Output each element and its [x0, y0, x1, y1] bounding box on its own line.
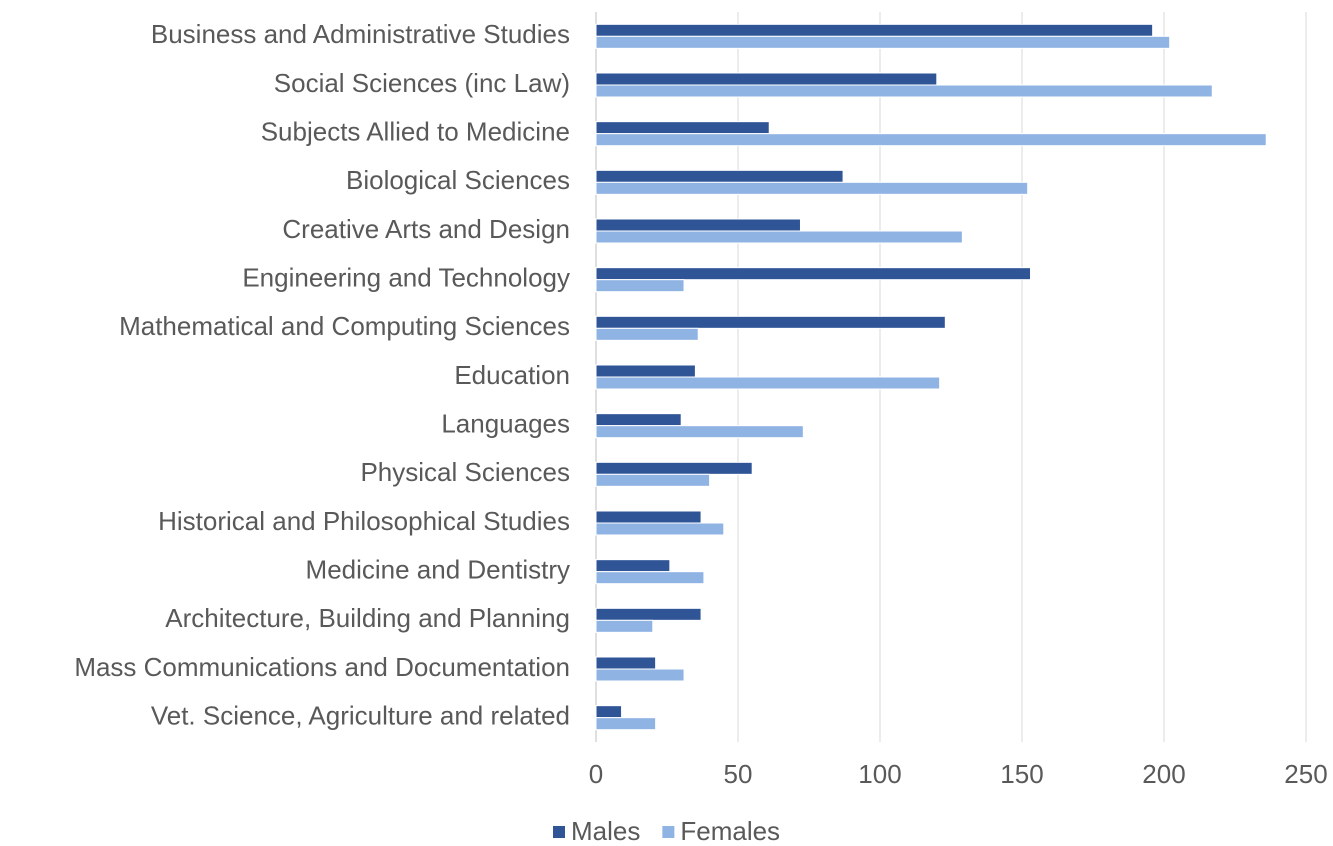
- y-tick-label: Mass Communications and Documentation: [74, 652, 570, 682]
- legend-label: Males: [571, 816, 640, 846]
- bar: [595, 279, 685, 293]
- bar: [595, 169, 844, 183]
- bar: [595, 35, 1171, 49]
- x-tick-label: 150: [1000, 759, 1043, 789]
- bar: [595, 473, 711, 487]
- bar: [595, 376, 941, 390]
- x-tick-label: 200: [1142, 759, 1185, 789]
- bar: [595, 218, 801, 232]
- bar: [595, 23, 1154, 37]
- y-tick-label: Subjects Allied to Medicine: [261, 117, 570, 147]
- bar: [595, 425, 804, 439]
- bar: [595, 84, 1213, 98]
- y-tick-label: Creative Arts and Design: [282, 214, 570, 244]
- bar: [595, 668, 685, 682]
- x-tick-label: 0: [589, 759, 603, 789]
- bar: [595, 267, 1032, 281]
- bar: [595, 510, 702, 524]
- bar: [595, 656, 657, 670]
- bar: [595, 522, 725, 536]
- bar: [595, 717, 657, 731]
- bar: [595, 364, 696, 378]
- bar: [595, 559, 671, 573]
- y-tick-label: Biological Sciences: [346, 165, 570, 195]
- bar: [595, 705, 623, 719]
- y-tick-label: Education: [454, 360, 570, 390]
- x-tick-label: 100: [858, 759, 901, 789]
- y-tick-label: Social Sciences (inc Law): [274, 68, 570, 98]
- bar: [595, 72, 938, 86]
- bar: [595, 461, 753, 475]
- legend-swatch: [553, 826, 565, 838]
- y-tick-label: Languages: [441, 409, 570, 439]
- x-tick-label: 50: [724, 759, 753, 789]
- y-tick-label: Engineering and Technology: [242, 263, 570, 293]
- bar: [595, 315, 946, 329]
- legend-label: Females: [680, 816, 780, 846]
- bar: [595, 133, 1267, 147]
- bar: [595, 181, 1029, 195]
- bar: [595, 121, 770, 135]
- y-tick-label: Business and Administrative Studies: [151, 19, 570, 49]
- y-tick-label: Medicine and Dentistry: [306, 555, 570, 585]
- y-tick-label: Architecture, Building and Planning: [165, 603, 570, 633]
- y-tick-label: Mathematical and Computing Sciences: [119, 311, 570, 341]
- y-tick-label: Vet. Science, Agriculture and related: [151, 701, 570, 731]
- bar: [595, 413, 682, 427]
- bar: [595, 571, 705, 585]
- y-tick-label: Physical Sciences: [360, 457, 570, 487]
- x-tick-label: 250: [1284, 759, 1327, 789]
- y-tick-label: Historical and Philosophical Studies: [158, 506, 570, 536]
- bar: [595, 619, 654, 633]
- bar: [595, 607, 702, 621]
- bar: [595, 327, 699, 341]
- bar: [595, 230, 963, 244]
- legend-swatch: [662, 826, 675, 838]
